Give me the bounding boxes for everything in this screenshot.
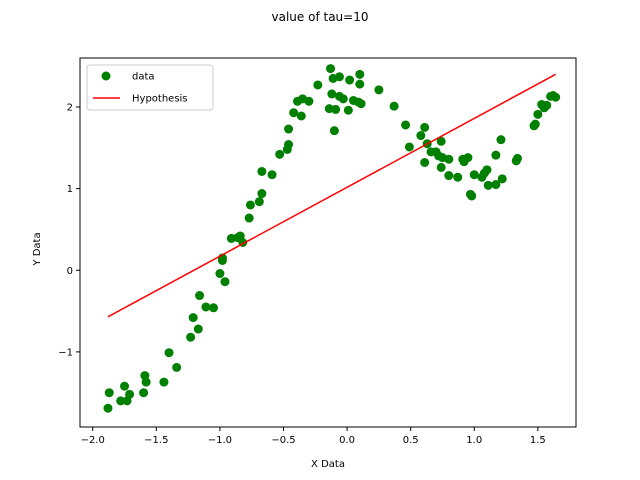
data-point — [491, 150, 501, 160]
data-point — [513, 153, 522, 163]
data-point — [530, 119, 540, 129]
data-point — [533, 109, 543, 119]
x-tick-label: 0.5 — [403, 435, 419, 446]
y-tick-label: 0 — [67, 266, 73, 277]
legend-label: Hypothesis — [132, 94, 188, 105]
data-point — [496, 135, 506, 145]
data-point — [389, 101, 399, 111]
data-point — [338, 94, 348, 104]
data-point — [401, 120, 411, 130]
data-point — [355, 79, 365, 89]
data-point — [374, 85, 384, 95]
data-point — [551, 92, 561, 102]
x-tick-label: −2.0 — [81, 435, 105, 446]
data-point — [245, 200, 255, 210]
data-point — [275, 149, 285, 159]
data-point — [483, 180, 493, 190]
data-point — [193, 324, 203, 334]
x-tick-label: −1.0 — [208, 435, 232, 446]
data-point — [267, 170, 277, 180]
data-point — [284, 140, 294, 150]
data-point — [326, 64, 336, 74]
data-point — [172, 362, 182, 372]
data-point — [467, 191, 477, 201]
data-point — [186, 332, 196, 342]
legend-label: data — [132, 72, 155, 83]
data-point — [244, 213, 254, 223]
data-point — [125, 389, 135, 399]
data-point — [120, 381, 130, 391]
data-point — [103, 403, 113, 413]
data-point — [116, 396, 126, 406]
data-point — [201, 302, 211, 312]
data-point — [139, 388, 149, 398]
data-point — [104, 388, 114, 398]
data-point — [356, 99, 366, 109]
data-point — [209, 303, 219, 313]
data-point — [188, 313, 198, 323]
y-tick-label: 2 — [67, 102, 73, 113]
x-tick-label: 0.0 — [339, 435, 355, 446]
data-point — [420, 122, 430, 132]
x-axis-ticks: −2.0 −1.5 −1.0 −0.5 0.0 0.5 1.0 1.5 — [81, 427, 546, 446]
data-point — [159, 377, 169, 387]
data-point — [444, 154, 454, 164]
x-tick-label: 1.5 — [530, 435, 546, 446]
data-point — [355, 69, 365, 79]
y-axis-label: Y Data — [32, 232, 43, 266]
plot-area — [79, 57, 577, 428]
legend: data Hypothesis — [86, 64, 214, 111]
data-point — [329, 126, 339, 136]
data-point — [497, 174, 507, 184]
data-point — [436, 162, 446, 172]
data-point — [491, 180, 501, 190]
data-point — [404, 142, 414, 152]
data-point — [343, 105, 353, 115]
data-point — [334, 72, 344, 82]
x-tick-label: −1.5 — [144, 435, 168, 446]
data-point — [542, 100, 552, 110]
data-point — [331, 104, 341, 114]
y-tick-label: 1 — [67, 184, 73, 195]
data-point — [304, 96, 314, 106]
data-point — [254, 197, 264, 207]
x-tick-label: 1.0 — [466, 435, 482, 446]
data-point — [164, 348, 174, 358]
data-point — [220, 277, 230, 287]
data-point — [195, 291, 205, 301]
data-point — [453, 172, 463, 182]
hypothesis-line — [107, 73, 557, 318]
data-point — [313, 80, 323, 90]
data-point — [469, 170, 479, 180]
chart-title: value of tau=10 — [272, 10, 369, 24]
data-point — [416, 131, 426, 141]
data-point — [296, 111, 306, 121]
y-axis-ticks: −1 0 1 2 — [58, 102, 80, 358]
data-point — [463, 153, 473, 163]
data-point — [257, 189, 267, 199]
data-point — [482, 165, 492, 175]
x-tick-label: −0.5 — [271, 435, 295, 446]
x-axis-label: X Data — [311, 459, 345, 470]
axes-frame — [79, 57, 577, 428]
data-point — [444, 171, 454, 181]
data-point — [327, 89, 337, 99]
data-point — [141, 377, 151, 387]
data-point — [345, 75, 355, 85]
data-point — [257, 166, 267, 176]
legend-marker-data — [101, 71, 111, 81]
data-point — [215, 269, 225, 279]
y-tick-label: −1 — [58, 347, 73, 358]
data-point — [420, 158, 430, 167]
data-point — [289, 108, 299, 118]
data-point — [436, 136, 446, 146]
data-point — [284, 124, 294, 134]
